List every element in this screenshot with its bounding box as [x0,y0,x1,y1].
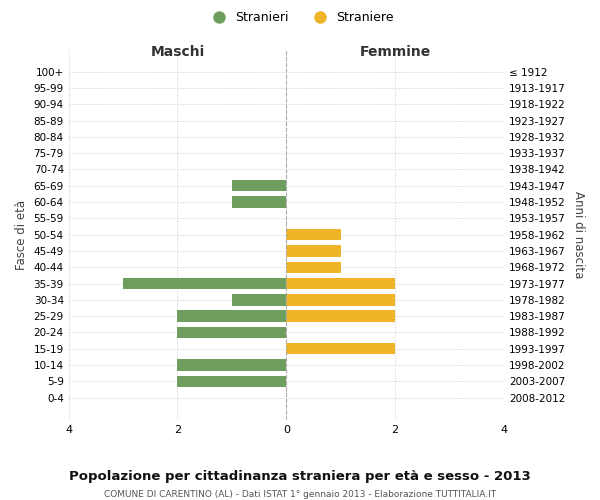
Bar [178,360,286,370]
Bar [123,278,286,289]
Bar [286,245,341,256]
Bar [232,196,286,207]
Bar [232,180,286,192]
Text: COMUNE DI CARENTINO (AL) - Dati ISTAT 1° gennaio 2013 - Elaborazione TUTTITALIA.: COMUNE DI CARENTINO (AL) - Dati ISTAT 1°… [104,490,496,499]
Legend: Stranieri, Straniere: Stranieri, Straniere [202,6,398,29]
Y-axis label: Fasce di età: Fasce di età [15,200,28,270]
Bar [232,294,286,306]
Bar [286,343,395,354]
Bar [178,326,286,338]
Text: Femmine: Femmine [359,44,431,59]
Bar [286,229,341,240]
Bar [286,294,395,306]
Bar [178,376,286,387]
Y-axis label: Anni di nascita: Anni di nascita [572,191,585,278]
Bar [178,310,286,322]
Bar [286,310,395,322]
Text: Popolazione per cittadinanza straniera per età e sesso - 2013: Popolazione per cittadinanza straniera p… [69,470,531,483]
Text: Maschi: Maschi [151,44,205,59]
Bar [286,278,395,289]
Bar [286,262,341,273]
